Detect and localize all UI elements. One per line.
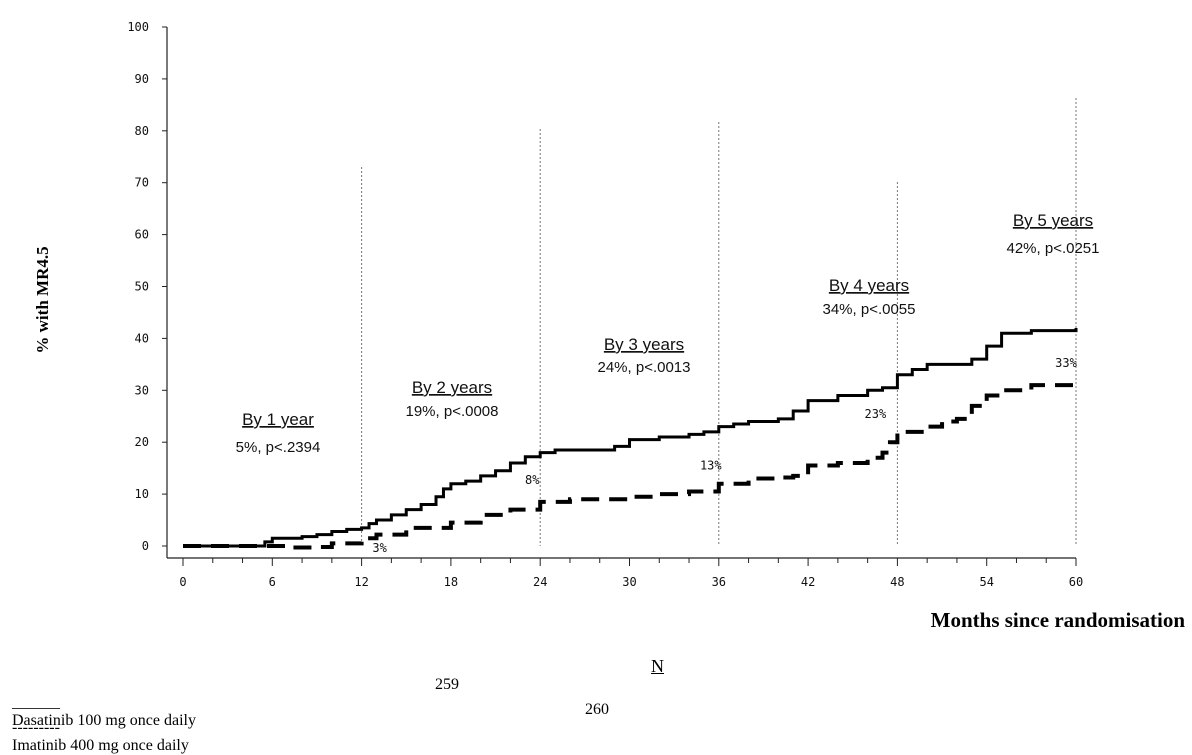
annotation-stat-3: 24%, p<.0013 bbox=[598, 359, 691, 376]
year-divider-lines bbox=[361, 98, 1077, 546]
dasatinib-line bbox=[183, 328, 1078, 548]
legend-imatinib-line: --------- bbox=[12, 719, 60, 736]
legend-imatinib: --------- Imatinib 400 mg once daily bbox=[4, 701, 189, 755]
y-tick-label-40: 40 bbox=[135, 331, 149, 345]
annotation-title-1: By 1 year bbox=[242, 410, 314, 429]
x-tick-label-36: 36 bbox=[712, 575, 726, 589]
point-label-36: 13% bbox=[700, 459, 722, 473]
legend-dasatinib-line: ______ bbox=[12, 694, 60, 711]
annotation-stat-1: 5%, p<.2394 bbox=[236, 439, 321, 456]
point-label-24: 8% bbox=[525, 473, 540, 487]
x-axis-ticks: 0 6 12 18 24 30 36 42 48 54 60 bbox=[179, 558, 1083, 589]
series-lines bbox=[183, 328, 1078, 550]
x-tick-label-60: 60 bbox=[1069, 575, 1083, 589]
annotation-title-5: By 5 years bbox=[1013, 211, 1093, 230]
y-tick-label-60: 60 bbox=[135, 228, 149, 242]
mr45-chart: 0 10 20 30 40 50 60 70 80 90 100 0 6 12 18 24 30 36 42 48 5… bbox=[33, 20, 1186, 632]
annotation-stat-5: 42%, p<.0251 bbox=[1007, 240, 1100, 257]
year-annotations: By 1 year 5%, p<.2394 By 2 years 19%, p<.00… bbox=[236, 211, 1100, 456]
point-label-60: 33% bbox=[1055, 356, 1077, 370]
annotation-stat-4: 34%, p<.0055 bbox=[823, 301, 916, 318]
annotation-title-3: By 3 years bbox=[604, 335, 684, 354]
y-tick-label-80: 80 bbox=[135, 124, 149, 138]
imatinib-line bbox=[183, 383, 1076, 550]
x-tick-label-12: 12 bbox=[354, 575, 368, 589]
y-tick-label-70: 70 bbox=[135, 176, 149, 190]
x-tick-label-18: 18 bbox=[444, 575, 458, 589]
n-header: N bbox=[651, 656, 664, 676]
y-tick-label-10: 10 bbox=[135, 487, 149, 501]
annotation-stat-2: 19%, p<.0008 bbox=[406, 403, 499, 420]
y-axis-label: % with MR4.5 bbox=[33, 246, 52, 353]
y-tick-label-0: 0 bbox=[142, 539, 149, 553]
x-tick-label-42: 42 bbox=[801, 575, 815, 589]
x-tick-label-6: 6 bbox=[269, 575, 276, 589]
y-axis-ticks: 0 10 20 30 40 50 60 70 80 90 100 bbox=[127, 20, 167, 553]
x-tick-label-24: 24 bbox=[533, 575, 547, 589]
y-tick-label-50: 50 bbox=[135, 280, 149, 294]
legend-dasatinib-n: 259 bbox=[435, 676, 459, 693]
annotation-title-2: By 2 years bbox=[412, 378, 492, 397]
y-tick-label-100: 100 bbox=[127, 20, 149, 34]
x-tick-label-0: 0 bbox=[179, 575, 186, 589]
y-tick-label-20: 20 bbox=[135, 435, 149, 449]
y-tick-label-30: 30 bbox=[135, 383, 149, 397]
point-label-12: 3% bbox=[372, 541, 387, 555]
legend-imatinib-n: 260 bbox=[585, 701, 609, 718]
point-label-48: 23% bbox=[865, 407, 887, 421]
axes bbox=[166, 27, 1076, 559]
annotation-title-4: By 4 years bbox=[829, 276, 909, 295]
x-axis-label: Months since randomisation bbox=[931, 608, 1186, 632]
imatinib-point-labels: 3% 8% 13% 23% 33% bbox=[372, 356, 1077, 555]
x-tick-label-48: 48 bbox=[890, 575, 904, 589]
legend-imatinib-label: Imatinib 400 mg once daily bbox=[12, 737, 189, 754]
x-tick-label-54: 54 bbox=[979, 575, 993, 589]
y-tick-label-90: 90 bbox=[135, 72, 149, 86]
x-tick-label-30: 30 bbox=[622, 575, 636, 589]
